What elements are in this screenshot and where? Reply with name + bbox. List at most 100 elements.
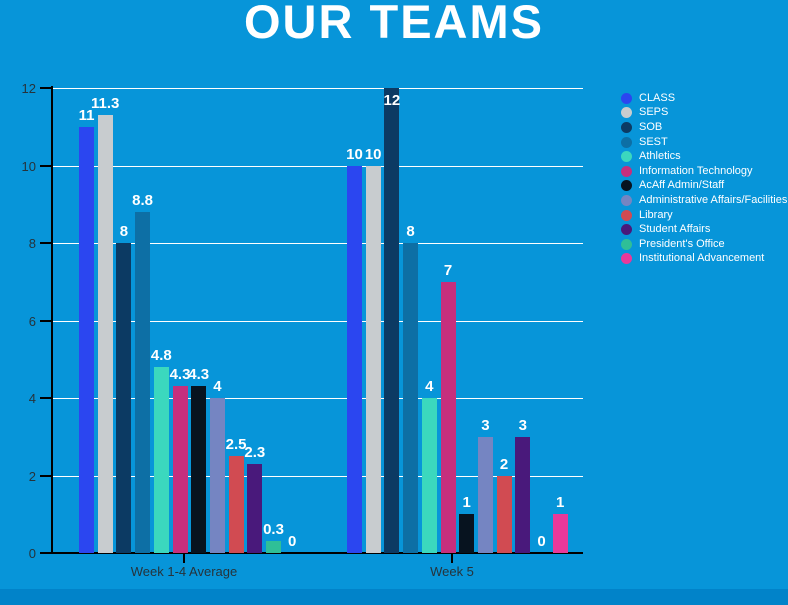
y-axis-tick: [40, 242, 52, 244]
legend-label: Library: [639, 208, 673, 221]
x-axis-category-label: Week 5: [430, 564, 474, 579]
gridline: [53, 398, 583, 399]
x-axis-tick: [451, 554, 453, 563]
legend-label: Student Affairs: [639, 223, 711, 236]
legend-swatch-icon: [621, 238, 632, 250]
bar-value-label: 1: [462, 494, 471, 512]
bar-value-label: 7: [443, 261, 453, 279]
bar: [552, 514, 568, 553]
legend-item: SEPS: [621, 106, 787, 121]
bar-value-label: 10: [346, 145, 363, 163]
bar-value-label: 1: [556, 494, 565, 512]
bar: [247, 463, 263, 553]
bar-value-label: 11: [78, 106, 95, 124]
bar: [116, 243, 132, 553]
legend-swatch-icon: [621, 253, 632, 265]
bar: [209, 398, 225, 553]
bar-value-label: 8.8: [132, 192, 154, 209]
legend-swatch-icon: [621, 136, 632, 148]
bar: [459, 514, 475, 553]
bar: [403, 243, 419, 553]
legend-item: AcAff Admin/Staff: [621, 179, 787, 194]
y-axis-tick-label: 8: [28, 236, 36, 251]
bar: [440, 281, 456, 553]
bar: [266, 541, 281, 553]
legend-label: Administrative Affairs/Facilities: [639, 193, 788, 206]
legend-swatch-icon: [621, 151, 632, 163]
x-axis-category-label: Week 1-4 Average: [130, 564, 238, 579]
legend-item: SEST: [621, 135, 787, 150]
legend-item: SOB: [621, 120, 787, 135]
bar-value-label: 2.3: [244, 443, 266, 461]
bar: [191, 386, 207, 553]
bar-value-label: 3: [518, 416, 527, 434]
bar-value-label: 4: [213, 378, 222, 395]
bar-value-label: 0: [537, 533, 546, 550]
y-axis-tick-label: 6: [28, 313, 36, 329]
bar: [347, 165, 362, 553]
gridline: [53, 165, 583, 167]
legend-swatch-icon: [621, 92, 632, 104]
legend-item: President's Office: [621, 237, 787, 252]
bar-value-label: 4.3: [188, 366, 210, 384]
legend-label: AcAff Admin/Staff: [639, 179, 725, 192]
bar-value-label: 4.8: [150, 347, 172, 364]
bar: [515, 436, 531, 553]
x-axis-tick: [183, 554, 185, 563]
y-axis-tick: [40, 87, 52, 89]
bar-value-label: 8: [119, 223, 129, 240]
bar-value-label: 3: [481, 416, 490, 434]
legend-label: Athletics: [639, 150, 681, 163]
bar: [172, 386, 188, 553]
bar-value-label: 4.3: [169, 366, 191, 384]
bar: [477, 436, 493, 553]
legend-swatch-icon: [621, 107, 632, 119]
legend-swatch-icon: [621, 194, 632, 206]
y-axis-tick: [40, 319, 52, 322]
legend-label: Institutional Advancement: [639, 252, 765, 265]
y-axis-line: [51, 86, 53, 553]
footer-strip: [0, 589, 788, 605]
bar: [97, 115, 113, 553]
legend: CLASS SEPS SOB SEST Athletics Information Tec…: [621, 91, 787, 266]
y-axis-tick: [40, 397, 52, 399]
legend-label: Information Technology: [639, 164, 753, 177]
bar: [135, 212, 151, 553]
legend-item: Athletics: [621, 149, 787, 164]
bar-value-label: 2: [499, 455, 509, 473]
bar: [384, 88, 400, 553]
y-axis-tick: [40, 552, 52, 554]
bar-value-label: 10: [364, 145, 382, 163]
gridline: [53, 475, 583, 477]
legend-item: CLASS: [621, 91, 787, 106]
legend-swatch-icon: [621, 180, 632, 192]
gridline: [53, 243, 583, 244]
legend-swatch-icon: [621, 224, 632, 236]
legend-item: Information Technology: [621, 164, 787, 179]
legend-item: Administrative Affairs/Facilities: [621, 193, 787, 208]
gridline: [53, 88, 583, 89]
y-axis-tick: [40, 474, 52, 477]
y-axis-tick-label: 0: [28, 546, 36, 561]
legend-item: Library: [621, 208, 787, 223]
bar: [228, 456, 244, 553]
legend-swatch-icon: [621, 209, 632, 221]
legend-label: SEPS: [639, 106, 669, 119]
bar: [496, 475, 512, 553]
bar-value-label: 0.3: [263, 521, 284, 539]
legend-item: Student Affairs: [621, 222, 787, 237]
y-axis-tick-label: 2: [28, 468, 36, 484]
legend-item: Institutional Advancement: [621, 252, 787, 267]
bar: [79, 126, 94, 553]
x-axis-line: [51, 552, 583, 554]
legend-swatch-icon: [621, 121, 632, 133]
chart-title: OUR TEAMS: [244, 0, 544, 48]
y-axis-tick-label: 4: [28, 391, 36, 406]
legend-swatch-icon: [621, 165, 632, 177]
y-axis-tick-label: 10: [21, 158, 36, 174]
bar-value-label: 8: [406, 223, 415, 240]
bar-value-label: 4: [425, 378, 434, 395]
legend-label: SEST: [639, 135, 668, 148]
bar: [153, 367, 169, 553]
